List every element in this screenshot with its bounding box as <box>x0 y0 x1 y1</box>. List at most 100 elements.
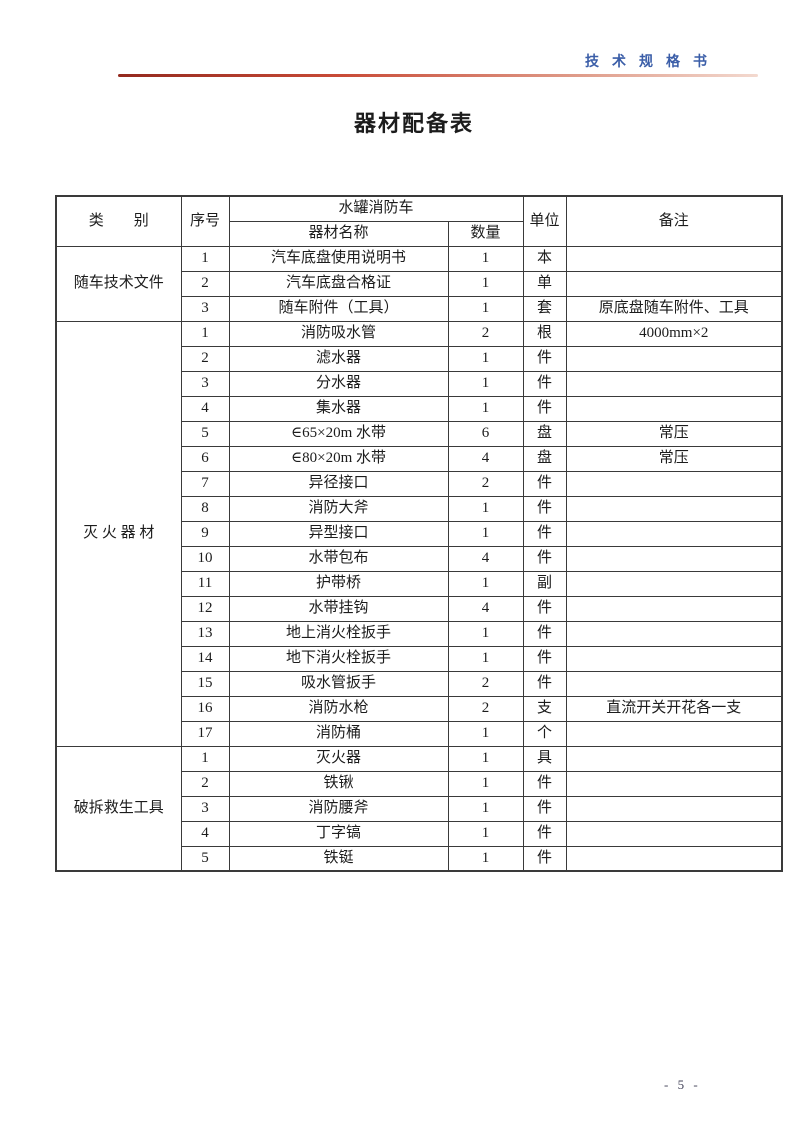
table-row: 12 水带挂钩 4 件 <box>56 595 783 622</box>
qty-cell: 1 <box>447 270 524 297</box>
seq-cell: 12 <box>180 595 230 622</box>
table-row: 6 ∈80×20m 水带 4 盘常压 <box>56 445 783 472</box>
qty-cell: 1 <box>447 570 524 597</box>
unit-cell: 件 <box>522 795 567 822</box>
table-row: 随车技术文件 1 汽车底盘使用说明书 1 本 <box>55 245 783 322</box>
name-cell: ∈80×20m 水带 <box>228 445 449 472</box>
table-row: 2 铁锹 1 件 <box>56 770 783 797</box>
name-cell: 异型接口 <box>228 520 449 547</box>
col-header-category: 类 别 <box>55 195 182 247</box>
seq-cell: 4 <box>180 820 230 847</box>
seq-cell: 15 <box>180 670 230 697</box>
seq-cell: 1 <box>180 245 230 272</box>
remark-cell <box>565 345 783 372</box>
category-cell: 随车技术文件 <box>55 245 182 322</box>
unit-cell: 个 <box>522 720 567 747</box>
qty-cell: 2 <box>447 470 524 497</box>
table-row: 13 地上消火栓扳手 1 件 <box>56 620 783 647</box>
seq-cell: 14 <box>180 645 230 672</box>
equipment-table: 类 别 序号 水罐消防车 单位 备注 器材名称 数量 随车技术文件 1 汽车底盘使用… <box>55 195 784 872</box>
unit-cell: 件 <box>522 770 567 797</box>
table-header-row-1: 类 别 序号 水罐消防车 单位 备注 <box>55 195 783 247</box>
remark-cell <box>565 520 783 547</box>
remark-cell <box>565 595 783 622</box>
remark-cell <box>565 745 783 772</box>
col-header-unit: 单位 <box>522 195 567 247</box>
unit-cell: 件 <box>522 370 567 397</box>
unit-cell: 件 <box>522 645 567 672</box>
name-cell: ∈65×20m 水带 <box>228 420 449 447</box>
seq-cell: 8 <box>180 495 230 522</box>
qty-cell: 1 <box>447 720 524 747</box>
seq-cell: 2 <box>180 770 230 797</box>
name-cell: 丁字镐 <box>228 820 449 847</box>
unit-cell: 件 <box>522 845 567 872</box>
seq-cell: 3 <box>180 795 230 822</box>
table-row: 17 消防桶 1 个 <box>56 720 783 747</box>
seq-cell: 6 <box>180 445 230 472</box>
unit-cell: 件 <box>522 545 567 572</box>
qty-cell: 1 <box>447 820 524 847</box>
seq-cell: 2 <box>180 345 230 372</box>
qty-cell: 1 <box>447 520 524 547</box>
remark-cell <box>565 670 783 697</box>
remark-cell <box>565 795 783 822</box>
qty-cell: 6 <box>447 420 524 447</box>
seq-cell: 7 <box>180 470 230 497</box>
unit-cell: 本 <box>522 245 567 272</box>
table-row: 10 水带包布 4 件 <box>56 545 783 572</box>
seq-cell: 4 <box>180 395 230 422</box>
page-number: - 5 - <box>664 1077 701 1092</box>
remark-cell <box>565 770 783 797</box>
name-cell: 吸水管扳手 <box>228 670 449 697</box>
name-cell: 滤水器 <box>228 345 449 372</box>
page-title: 器材配备表 <box>353 111 474 136</box>
col-header-remark: 备注 <box>565 195 783 247</box>
unit-cell: 盘 <box>522 445 567 472</box>
seq-cell: 1 <box>180 320 230 347</box>
name-cell: 汽车底盘合格证 <box>228 270 449 297</box>
unit-cell: 件 <box>522 595 567 622</box>
qty-cell: 2 <box>447 670 524 697</box>
qty-cell: 1 <box>447 345 524 372</box>
table-row: 14 地下消火栓扳手 1 件 <box>56 645 783 672</box>
seq-cell: 10 <box>180 545 230 572</box>
name-cell: 灭火器 <box>228 745 449 772</box>
unit-cell: 件 <box>522 470 567 497</box>
category-cell: 灭 火 器 材 <box>55 320 182 747</box>
qty-cell: 1 <box>447 645 524 672</box>
table-row: 15 吸水管扳手 2 件 <box>56 670 783 697</box>
unit-cell: 件 <box>522 520 567 547</box>
qty-cell: 1 <box>447 795 524 822</box>
remark-cell <box>565 495 783 522</box>
seq-cell: 1 <box>180 745 230 772</box>
qty-cell: 4 <box>447 445 524 472</box>
table-header-row-2: 器材名称 数量 <box>56 220 782 247</box>
seq-cell: 17 <box>180 720 230 747</box>
unit-cell: 套 <box>522 295 567 322</box>
table-row: 11 护带桥 1 副 <box>56 570 783 597</box>
remark-cell: 原底盘随车附件、工具 <box>565 295 783 322</box>
remark-cell <box>565 545 783 572</box>
table-row: 4 丁字镐 1 件 <box>56 820 783 847</box>
qty-cell: 1 <box>447 495 524 522</box>
table-row: 3 随车附件（工具） 1 套原底盘随车附件、工具 <box>56 295 783 322</box>
table-row: 9 异型接口 1 件 <box>56 520 783 547</box>
unit-cell: 具 <box>522 745 567 772</box>
name-cell: 异径接口 <box>228 470 449 497</box>
unit-cell: 件 <box>522 670 567 697</box>
remark-cell <box>565 370 783 397</box>
name-cell: 随车附件（工具） <box>228 295 449 322</box>
name-cell: 地上消火栓扳手 <box>228 620 449 647</box>
qty-cell: 1 <box>447 245 524 272</box>
seq-cell: 9 <box>180 520 230 547</box>
seq-cell: 5 <box>180 845 230 872</box>
name-cell: 铁锹 <box>228 770 449 797</box>
qty-cell: 4 <box>447 545 524 572</box>
remark-cell <box>565 470 783 497</box>
doc-type-label: 技术规格书 <box>585 53 720 69</box>
remark-cell <box>565 570 783 597</box>
header-rule-line <box>118 74 758 77</box>
qty-cell: 1 <box>447 295 524 322</box>
